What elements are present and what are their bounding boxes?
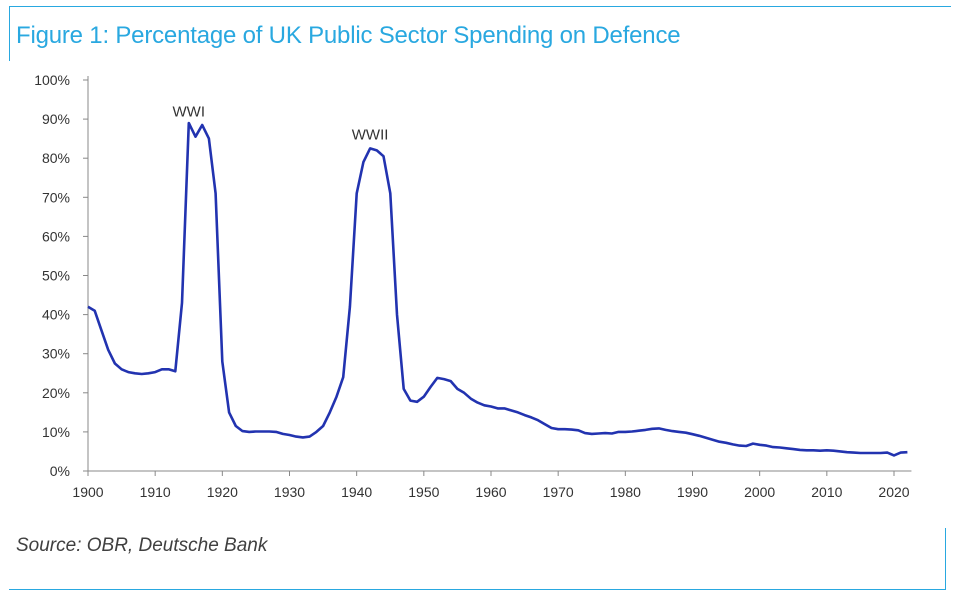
frame-top-border (9, 6, 951, 7)
x-tick-label: 2010 (811, 484, 842, 500)
x-tick-label: 1990 (677, 484, 708, 500)
y-tick-label: 70% (42, 189, 70, 205)
chart-source: Source: OBR, Deutsche Bank (16, 535, 268, 556)
x-tick-label: 2000 (744, 484, 775, 500)
x-tick-label: 1920 (207, 484, 238, 500)
x-tick-label: 1940 (341, 484, 372, 500)
frame-right-border (945, 528, 946, 590)
y-tick-label: 0% (50, 463, 70, 479)
y-tick-label: 90% (42, 111, 70, 127)
x-tick-label: 1980 (610, 484, 641, 500)
y-tick-label: 50% (42, 268, 70, 284)
frame-left-border (9, 6, 10, 61)
y-tick-label: 100% (34, 72, 70, 88)
x-tick-label: 1910 (140, 484, 171, 500)
x-tick-label: 1950 (408, 484, 439, 500)
y-tick-label: 80% (42, 150, 70, 166)
series-line (87, 121, 908, 457)
x-tick-label: 1970 (543, 484, 574, 500)
annotation-label: WWII (352, 127, 389, 144)
y-tick-label: 20% (42, 385, 70, 401)
y-tick-label: 10% (42, 424, 70, 440)
x-tick-label: 2020 (878, 484, 909, 500)
y-tick-label: 40% (42, 307, 70, 323)
frame-bottom-border (9, 589, 946, 590)
x-tick-label: 1930 (274, 484, 305, 500)
chart-title: Figure 1: Percentage of UK Public Sector… (16, 22, 681, 49)
x-tick-label: 1960 (475, 484, 506, 500)
annotation-label: WWI (173, 103, 205, 120)
y-tick-label: 60% (42, 228, 70, 244)
y-tick-label: 30% (42, 346, 70, 362)
x-tick-label: 1900 (72, 484, 103, 500)
